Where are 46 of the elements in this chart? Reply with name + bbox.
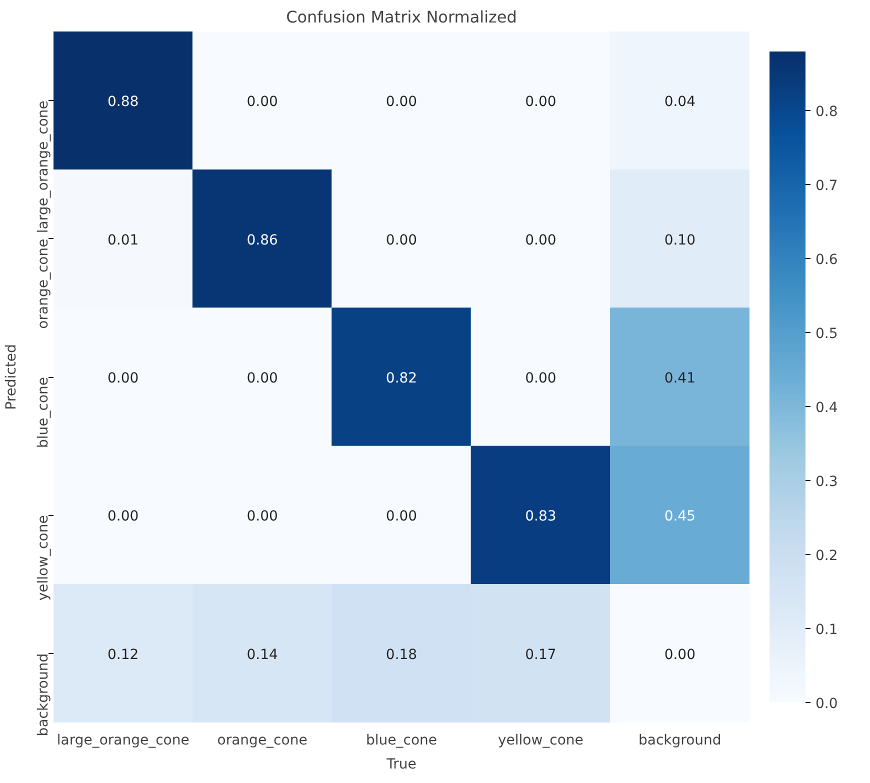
data-label: 0.12 <box>108 646 139 663</box>
color-bar-label: 0.4 <box>816 400 838 416</box>
chart-title: Confusion Matrix Normalized <box>286 8 517 26</box>
color-bar-label: 0.5 <box>816 326 838 342</box>
x-tick-label: background <box>638 732 722 748</box>
data-label: 0.00 <box>386 94 418 110</box>
data-label: 0.00 <box>386 508 418 525</box>
data-label: 0.00 <box>108 508 139 525</box>
data-label: 0.45 <box>664 508 696 525</box>
data-label: 0.00 <box>386 232 418 248</box>
data-label: 0.00 <box>246 508 278 525</box>
data-label: 0.01 <box>108 232 139 248</box>
data-label: 0.00 <box>525 370 556 386</box>
color-bar-label: 0.2 <box>816 548 838 564</box>
data-label: 0.82 <box>386 370 418 386</box>
x-tick-label: blue_cone <box>366 732 438 748</box>
data-label: 0.00 <box>108 370 139 386</box>
data-label: 0.00 <box>246 94 278 110</box>
color-bar-label: 0.8 <box>816 104 838 120</box>
x-axis-title: True <box>386 756 416 772</box>
color-bar-label: 0.0 <box>816 696 838 712</box>
data-label: 0.88 <box>108 94 139 110</box>
y-axis-title: Predicted <box>4 344 20 410</box>
color-bar-label: 0.3 <box>816 474 838 490</box>
data-label: 0.04 <box>664 94 696 110</box>
color-bar-label: 0.6 <box>816 252 838 268</box>
data-label: 0.41 <box>664 370 696 386</box>
data-label: 0.14 <box>246 646 278 663</box>
data-label: 0.86 <box>246 232 278 248</box>
y-tick-label: blue_cone <box>36 376 52 448</box>
color-bar-label: 0.1 <box>816 622 838 638</box>
data-label: 0.00 <box>525 94 556 110</box>
y-tick-label: yellow_cone <box>36 515 52 601</box>
y-tick-label: orange_cone <box>36 238 52 329</box>
data-label: 0.83 <box>525 508 556 525</box>
data-label: 0.10 <box>664 232 696 248</box>
color-bar-label: 0.7 <box>816 178 838 194</box>
data-label: 0.00 <box>525 232 556 248</box>
data-label: 0.00 <box>664 646 696 663</box>
data-label: 0.18 <box>386 646 418 663</box>
x-tick-label: yellow_cone <box>498 732 584 748</box>
x-tick-label: orange_cone <box>217 732 308 748</box>
x-tick-label: large_orange_cone <box>56 732 190 748</box>
y-tick-label: large_orange_cone <box>36 100 52 234</box>
data-label: 0.17 <box>525 646 556 663</box>
data-label: 0.00 <box>246 370 278 386</box>
